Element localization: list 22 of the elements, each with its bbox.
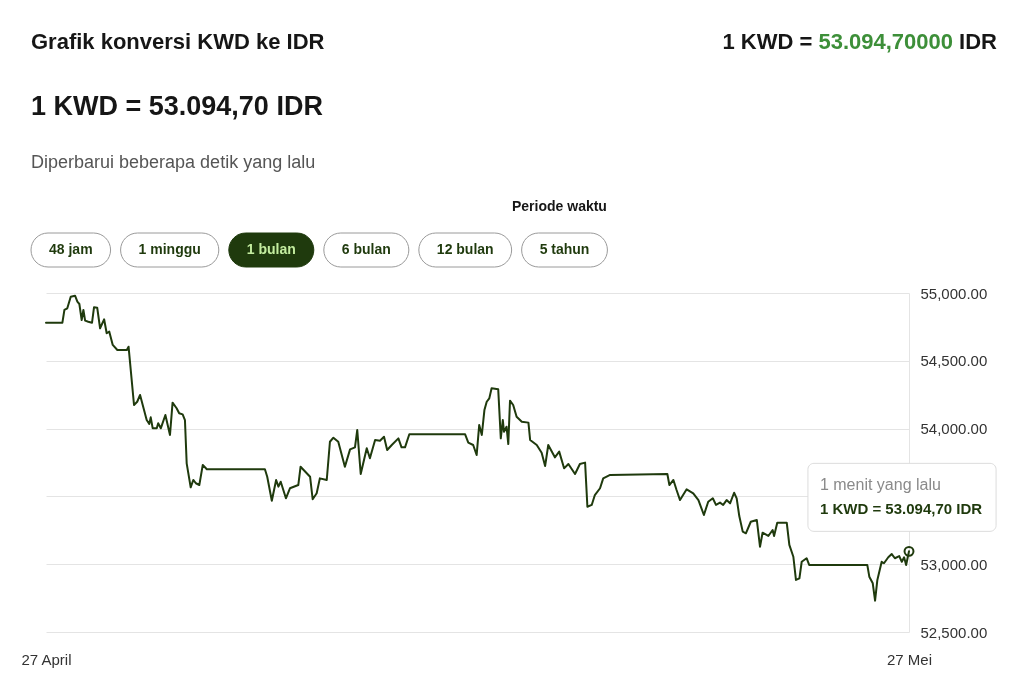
x-tick-label: 27 Mei: [886, 650, 933, 668]
y-tick-label: 54,000.00: [920, 420, 988, 438]
data-label: 1 KWD = 53.094,70 IDR: [819, 500, 983, 518]
text: 48 jam: [48, 241, 93, 257]
chart-title: Grafik konversi KWD ke IDR: [31, 29, 325, 54]
text: 6 bulan: [341, 241, 391, 257]
text: IDR: [959, 29, 998, 54]
text: Periode waktu: [512, 198, 607, 214]
text: 1 KWD =: [722, 29, 813, 54]
x-tick-label: 27 April: [21, 650, 72, 668]
y-tick-label: 52,500.00: [920, 623, 988, 641]
text: 12 bulan: [436, 241, 494, 257]
text: 1 bulan: [246, 241, 296, 257]
text: 53.094,70000: [818, 29, 953, 54]
text: 5 tahun: [539, 241, 590, 257]
text: 1 minggu: [138, 241, 201, 257]
y-tick-label: 55,000.00: [920, 284, 988, 302]
text: 1 KWD = 53.094,70 IDR: [31, 91, 323, 121]
annotation: 1 menit yang lalu: [819, 476, 941, 494]
y-tick-label: 53,000.00: [920, 555, 988, 573]
chart-subtitle: Diperbarui beberapa detik yang lalu: [31, 152, 316, 172]
y-tick-label: 54,500.00: [920, 352, 988, 370]
